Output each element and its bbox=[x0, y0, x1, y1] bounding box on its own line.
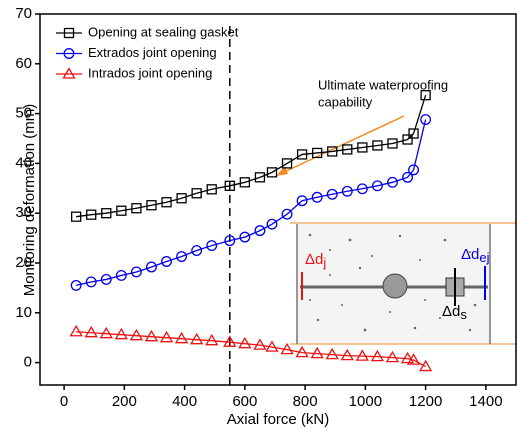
chart: Monitoring deformation (mm) Axial force … bbox=[0, 0, 517, 435]
y-tick-label: 50 bbox=[15, 105, 32, 122]
y-tick-label: 30 bbox=[15, 204, 32, 221]
inset-label-sub: j bbox=[322, 255, 326, 270]
x-axis-label: Axial force (kN) bbox=[227, 411, 330, 428]
y-tick-label: 60 bbox=[15, 55, 32, 72]
y-tick-label: 70 bbox=[15, 5, 32, 22]
legend-marker bbox=[64, 69, 75, 79]
x-tick-label: 0 bbox=[60, 393, 68, 410]
inset-label-main: Δd bbox=[442, 303, 460, 320]
x-tick-label: 200 bbox=[112, 393, 137, 410]
y-tick-label: 0 bbox=[24, 354, 32, 371]
y-tick-label: 20 bbox=[15, 254, 32, 271]
marker bbox=[71, 281, 81, 291]
x-tick-label: 600 bbox=[232, 393, 257, 410]
inset-label-sub: s bbox=[460, 307, 467, 322]
annotation-line: capability bbox=[318, 94, 373, 109]
inset-diagram bbox=[290, 223, 516, 344]
y-tick-label: 10 bbox=[15, 304, 32, 321]
y-tick-label: 40 bbox=[15, 154, 32, 171]
x-tick-label: 1200 bbox=[409, 393, 442, 410]
inset-label-sub: ej bbox=[479, 250, 489, 265]
series-line bbox=[76, 95, 425, 217]
legend-label: Intrados joint opening bbox=[88, 65, 212, 80]
x-tick-label: 1400 bbox=[469, 393, 502, 410]
legend-label: Extrados joint opening bbox=[88, 45, 217, 60]
marker bbox=[420, 361, 431, 371]
x-tick-label: 400 bbox=[172, 393, 197, 410]
legend-label: Opening at sealing gasket bbox=[88, 24, 239, 39]
inset-label-main: Δd bbox=[461, 246, 479, 263]
marker bbox=[71, 326, 82, 336]
x-tick-label: 1000 bbox=[349, 393, 382, 410]
inset-label: Δdj bbox=[305, 251, 326, 270]
x-tick-label: 800 bbox=[293, 393, 318, 410]
inset-label-main: Δd bbox=[305, 251, 323, 268]
